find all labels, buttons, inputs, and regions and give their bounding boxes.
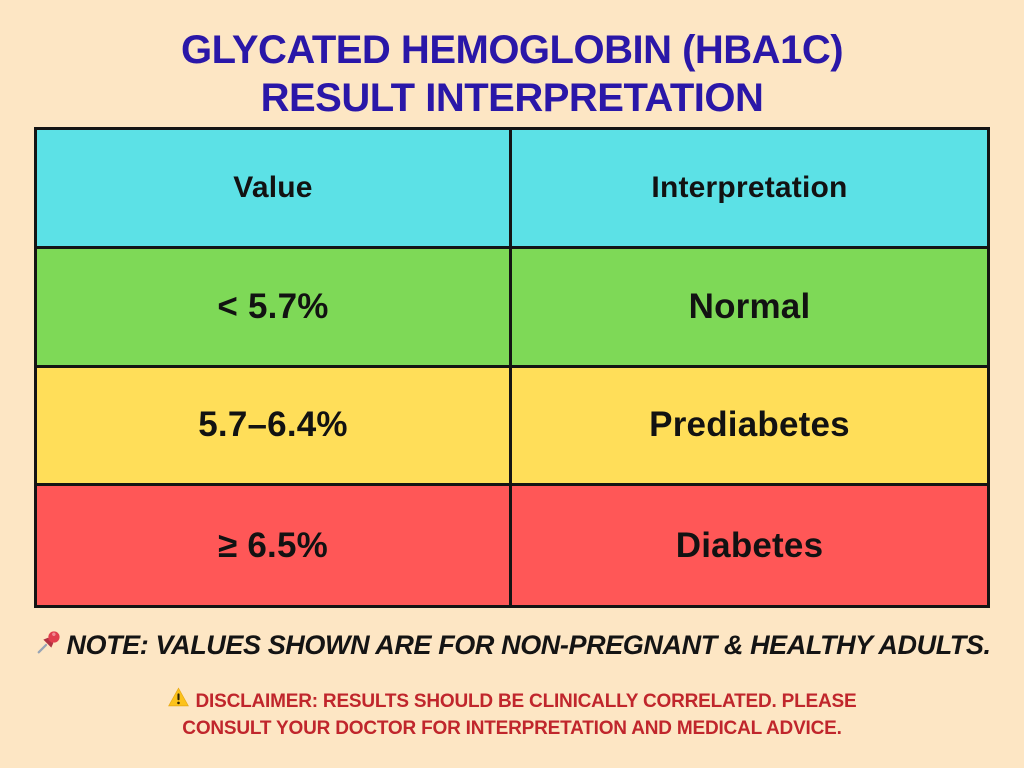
page-title: GLYCATED HEMOGLOBIN (HBA1C) RESULT INTER… — [0, 26, 1024, 122]
disclaimer-line1: DISCLAIMER: RESULTS SHOULD BE CLINICALLY… — [195, 691, 857, 712]
hba1c-interpretation-table: Value Interpretation < 5.7% Normal 5.7–6… — [34, 127, 990, 608]
disclaimer-line2: CONSULT YOUR DOCTOR FOR INTERPRETATION A… — [182, 718, 842, 739]
table-header-interpretation: Interpretation — [512, 130, 987, 249]
table-cell-prediabetes-value: 5.7–6.4% — [37, 367, 512, 487]
note-line: NOTE: VALUES SHOWN ARE FOR NON-PREGNANT … — [0, 626, 1024, 665]
note-text: NOTE: VALUES SHOWN ARE FOR NON-PREGNANT … — [66, 630, 991, 660]
page-title-line1: GLYCATED HEMOGLOBIN (HBA1C) — [180, 28, 844, 72]
disclaimer-line1-wrap: DISCLAIMER: RESULTS SHOULD BE CLINICALLY… — [0, 686, 1024, 715]
pushpin-icon — [33, 628, 63, 665]
table-cell-prediabetes-label: Prediabetes — [512, 367, 987, 487]
page-title-line2: RESULT INTERPRETATION — [260, 76, 764, 120]
table-cell-normal-value: < 5.7% — [37, 248, 512, 368]
disclaimer: DISCLAIMER: RESULTS SHOULD BE CLINICALLY… — [0, 686, 1024, 742]
table-cell-normal-label: Normal — [512, 248, 987, 368]
table-cell-diabetes-label: Diabetes — [512, 486, 987, 605]
table-header-value: Value — [37, 130, 512, 249]
warning-icon — [167, 686, 189, 715]
table-cell-diabetes-value: ≥ 6.5% — [37, 486, 512, 605]
